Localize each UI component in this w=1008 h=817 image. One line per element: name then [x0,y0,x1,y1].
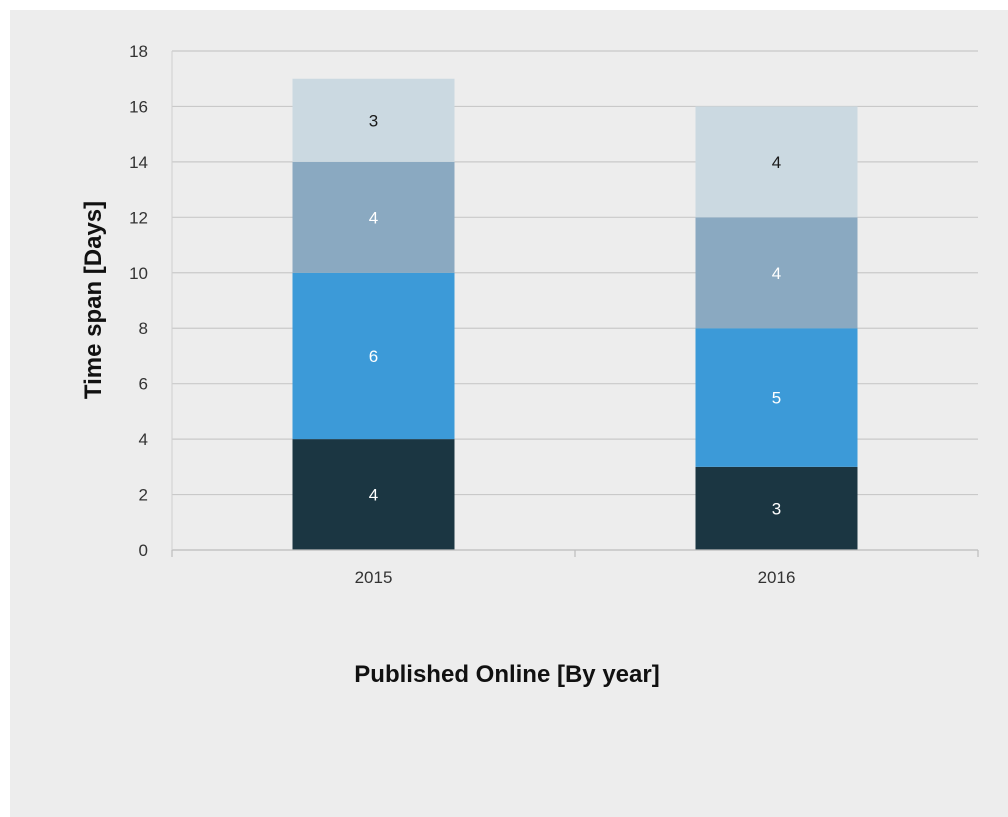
y-tick-label: 2 [139,486,148,505]
bar-segment [695,217,858,329]
y-tick-label: 14 [129,153,148,172]
y-axis-title: Time span [Days] [80,201,107,399]
bar-segment [695,106,858,218]
x-tick-label: 2015 [355,568,393,587]
y-tick-label: 18 [129,42,148,61]
y-tick-label: 4 [139,430,148,449]
y-tick-label: 10 [129,264,148,283]
bar-segment [292,161,455,273]
bar-segment-label: 3 [772,499,781,518]
axes: 0 2 4 6 8 10 12 14 16 18 2015 2016 [129,42,979,587]
y-tick-label: 8 [139,319,148,338]
bar-segment-label: 5 [772,389,781,408]
bar-segment [292,78,455,162]
bar-segment-label: 4 [369,208,378,227]
bar-segment-label: 3 [369,111,378,130]
bar-segment-label: 6 [369,347,378,366]
bar-segment [695,466,858,550]
x-axis-title: Published Online [By year] [354,661,659,688]
bar-segment [292,439,455,550]
y-tick-label: 16 [129,97,148,116]
x-tick-label: 2016 [758,568,796,587]
bars: 4 6 4 3 3 5 4 4 [292,78,858,550]
bar-segment [695,328,858,467]
bar-segment-label: 4 [772,153,781,172]
bar-segment [292,272,455,440]
bar-segment-label: 4 [772,264,781,283]
y-tick-label: 0 [139,541,148,560]
bar-segment-label: 4 [369,486,378,505]
y-tick-label: 12 [129,208,148,227]
y-tick-label: 6 [139,375,148,394]
